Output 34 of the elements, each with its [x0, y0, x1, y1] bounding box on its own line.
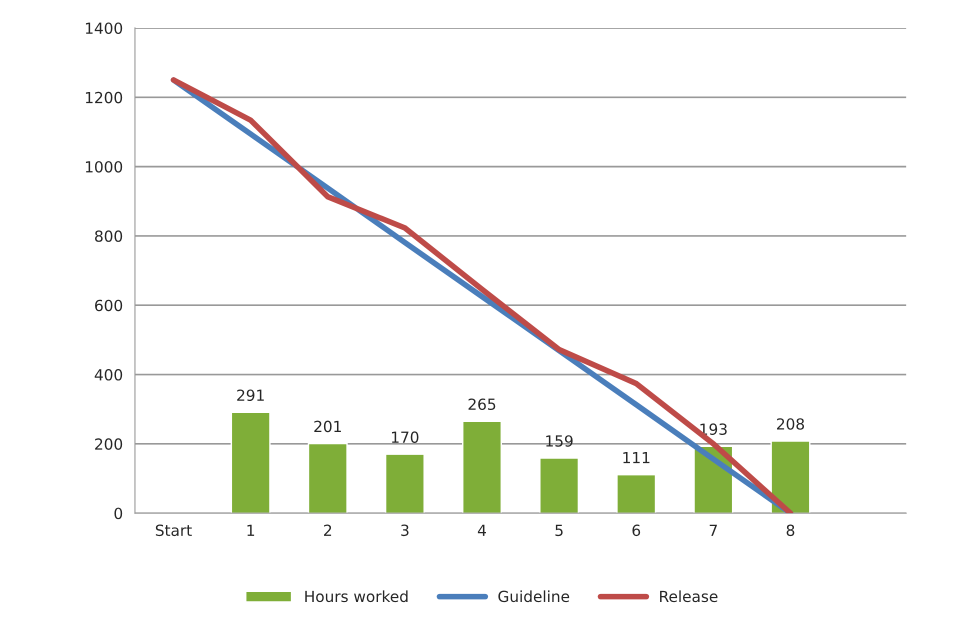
y-tick-label: 200: [95, 438, 122, 450]
x-tick-label: 8: [786, 524, 794, 536]
x-tick-label: 3: [401, 524, 409, 536]
bar: [462, 420, 502, 514]
y-tick-label: 800: [95, 230, 122, 242]
x-tick-label: 4: [478, 524, 486, 536]
x-tick-label: 5: [555, 524, 563, 536]
legend-label: Release: [660, 590, 718, 602]
y-tick-label: 1000: [86, 161, 122, 173]
y-tick-label: 0: [114, 508, 122, 520]
data-label: 201: [314, 420, 341, 432]
x-tick-label: 7: [710, 524, 717, 536]
bar: [308, 442, 348, 514]
legend-label: Guideline: [498, 590, 570, 602]
y-tick-label: 600: [95, 300, 122, 312]
bar: [539, 457, 580, 514]
data-label: 265: [468, 398, 496, 410]
data-label: 159: [546, 435, 573, 447]
legend-label: Hours worked: [305, 590, 408, 602]
bar: [384, 454, 425, 514]
y-tick-label: 1400: [86, 22, 122, 34]
y-tick-label: 1200: [86, 92, 122, 104]
x-tick-label: 6: [632, 524, 640, 536]
bar: [770, 440, 810, 514]
bar: [230, 412, 271, 514]
data-label: 170: [392, 431, 418, 443]
y-tick-label: 400: [94, 369, 122, 381]
data-label: 208: [777, 418, 804, 430]
bar: [616, 474, 656, 514]
data-label: 111: [623, 452, 650, 464]
x-tick-label: 2: [324, 524, 332, 536]
x-tick-label: Start: [156, 524, 192, 536]
x-tick-label: 1: [247, 524, 254, 536]
data-label: 291: [237, 389, 264, 402]
